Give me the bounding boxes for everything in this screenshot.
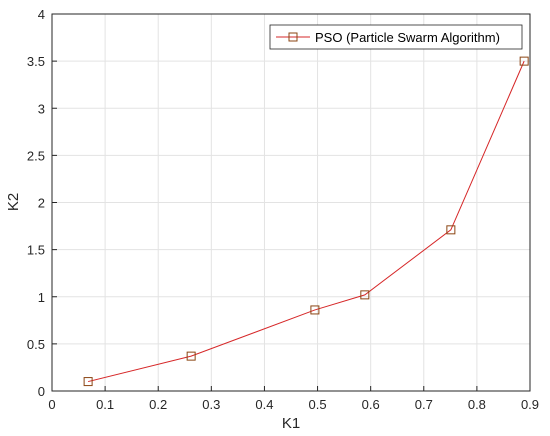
data-point-marker (186, 351, 196, 361)
data-point-marker (519, 56, 529, 66)
y-tick-label: 2 (38, 196, 45, 211)
y-tick-label: 0 (38, 384, 45, 399)
x-tick-label: 0.4 (255, 397, 273, 412)
series-layer (83, 56, 529, 387)
y-tick-label: 0.5 (27, 337, 45, 352)
legend-box (269, 24, 523, 50)
x-tick-label: 0.2 (149, 397, 167, 412)
data-point-marker (83, 377, 93, 387)
legend: PSO (Particle Swarm Algorithm) (269, 24, 523, 50)
data-point-marker (310, 305, 320, 315)
x-tick-label: 0.7 (415, 397, 433, 412)
y-tick-label: 1.5 (27, 243, 45, 258)
legend-marker (288, 32, 298, 42)
x-tick-label: 0.9 (521, 397, 539, 412)
legend-label: PSO (Particle Swarm Algorithm) (315, 30, 500, 45)
y-tick-label: 1 (38, 290, 45, 305)
data-point-marker (446, 225, 456, 235)
x-tick-label: 0.3 (202, 397, 220, 412)
x-tick-label: 0 (48, 397, 55, 412)
y-tick-label: 3.5 (27, 54, 45, 69)
grid-lines (52, 14, 530, 391)
x-tick-label: 0.6 (362, 397, 380, 412)
series-line (87, 60, 525, 383)
y-tick-label: 2.5 (27, 148, 45, 163)
x-tick-label: 0.1 (96, 397, 114, 412)
x-axis-label: K1 (282, 415, 300, 432)
y-tick-label: 4 (38, 7, 45, 22)
data-point-marker (360, 290, 370, 300)
y-tick-label: 3 (38, 101, 45, 116)
y-axis-label: K2 (5, 193, 22, 211)
axis-ticks: 0 0.1 0.2 0.3 0.4 0.5 0.6 0.7 0.8 0.9 0 0.5 1 1.5 2 2.5… (27, 7, 539, 412)
x-tick-label: 0.5 (309, 397, 327, 412)
x-tick-label: 0.8 (468, 397, 486, 412)
